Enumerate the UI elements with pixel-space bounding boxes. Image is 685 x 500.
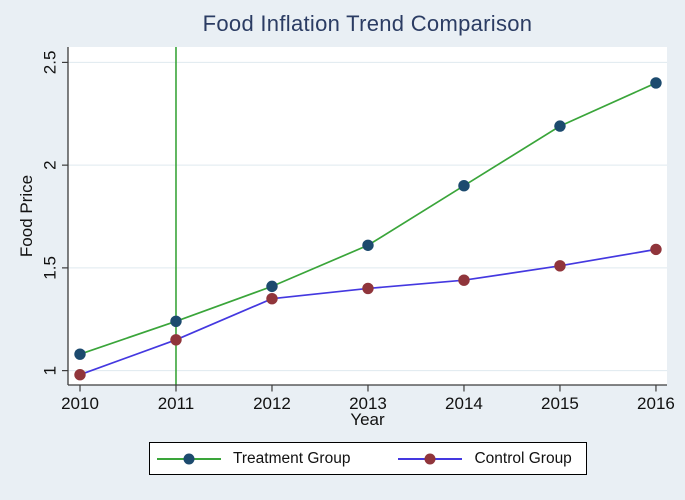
chart-title: Food Inflation Trend Comparison	[202, 11, 533, 36]
legend-entry-control: Control Group	[398, 449, 572, 468]
svg-text:2013: 2013	[349, 394, 387, 413]
svg-text:2011: 2011	[158, 394, 195, 413]
legend-entry-treatment: Treatment Group	[157, 450, 350, 468]
svg-text:2010: 2010	[61, 394, 99, 413]
svg-text:2: 2	[41, 160, 60, 169]
legend-label-treatment: Treatment Group	[233, 449, 351, 467]
legend-line-control	[398, 453, 463, 464]
svg-text:2016: 2016	[637, 394, 675, 413]
y-axis-label: Food Price	[17, 174, 36, 258]
legend: Treatment Group Control Group	[149, 442, 587, 475]
svg-text:2.5: 2.5	[41, 51, 60, 75]
svg-text:2015: 2015	[541, 394, 579, 413]
legend-label-control: Control Group	[474, 449, 572, 467]
svg-text:2014: 2014	[445, 394, 483, 413]
legend-marker-treatment-icon	[183, 453, 195, 464]
legend-line-treatment	[157, 453, 221, 464]
svg-text:2012: 2012	[253, 394, 291, 413]
x-axis-label: Year	[350, 410, 385, 429]
svg-text:1.5: 1.5	[41, 256, 60, 280]
legend-marker-control-icon	[424, 453, 436, 464]
svg-text:1: 1	[41, 366, 60, 375]
